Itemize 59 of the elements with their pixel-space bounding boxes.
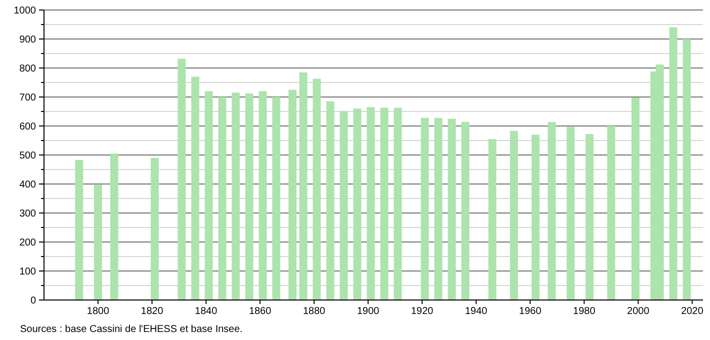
bar: [340, 110, 348, 300]
bar: [631, 98, 640, 300]
x-tick-label: 2020: [681, 306, 704, 317]
y-tick-label: 100: [19, 266, 36, 278]
bar: [420, 118, 429, 300]
bar: [682, 39, 691, 300]
bar: [245, 94, 254, 300]
x-tick-label: 1900: [356, 306, 380, 317]
x-tick-label: 1980: [573, 306, 596, 317]
y-tick-label: 300: [19, 208, 36, 220]
y-tick-label: 400: [19, 180, 36, 190]
bar: [586, 134, 594, 300]
bar: [232, 92, 240, 300]
bar: [258, 91, 267, 300]
bar: [288, 90, 296, 300]
bar: [548, 122, 556, 300]
bar: [218, 97, 226, 300]
bar: [326, 101, 334, 300]
bar: [532, 134, 540, 300]
bar: [394, 108, 402, 300]
bar: [191, 76, 200, 300]
x-tick-label: 1800: [86, 306, 110, 317]
x-tick-label: 1820: [140, 306, 164, 317]
bar: [110, 154, 118, 300]
bar: [434, 118, 442, 300]
x-tick-label: 1860: [248, 306, 272, 317]
bar: [150, 158, 159, 300]
y-tick-label: 900: [19, 34, 36, 46]
bar: [272, 97, 280, 300]
x-tick-label: 1960: [519, 306, 542, 317]
bar: [669, 27, 678, 300]
y-tick-label: 1000: [14, 6, 36, 16]
x-tick-label: 2000: [627, 306, 650, 317]
y-tick-label: 0: [30, 296, 36, 306]
source-note: Sources : base Cassini de l'EHESS et base Insee.: [20, 324, 243, 335]
x-tick-label: 1840: [194, 306, 218, 317]
bar: [448, 118, 456, 300]
bar: [566, 126, 575, 300]
bar: [178, 58, 186, 300]
y-tick-label: 200: [19, 238, 36, 248]
bar: [204, 91, 213, 300]
bar: [312, 78, 321, 300]
y-tick-label: 800: [19, 64, 36, 74]
bar: [353, 108, 362, 300]
x-tick-label: 1940: [465, 306, 488, 317]
y-tick-label: 500: [19, 150, 36, 162]
x-tick-label: 1920: [410, 306, 434, 317]
bar: [75, 160, 84, 300]
y-tick-label: 700: [19, 92, 36, 104]
bar: [461, 122, 470, 300]
y-tick-label: 600: [19, 122, 36, 132]
x-tick-label: 1880: [302, 306, 326, 317]
bar: [94, 184, 102, 300]
bar: [380, 108, 388, 300]
bar: [510, 130, 518, 300]
bar: [488, 139, 496, 300]
bar: [607, 126, 616, 300]
bar: [299, 72, 308, 300]
bar: [366, 107, 375, 300]
